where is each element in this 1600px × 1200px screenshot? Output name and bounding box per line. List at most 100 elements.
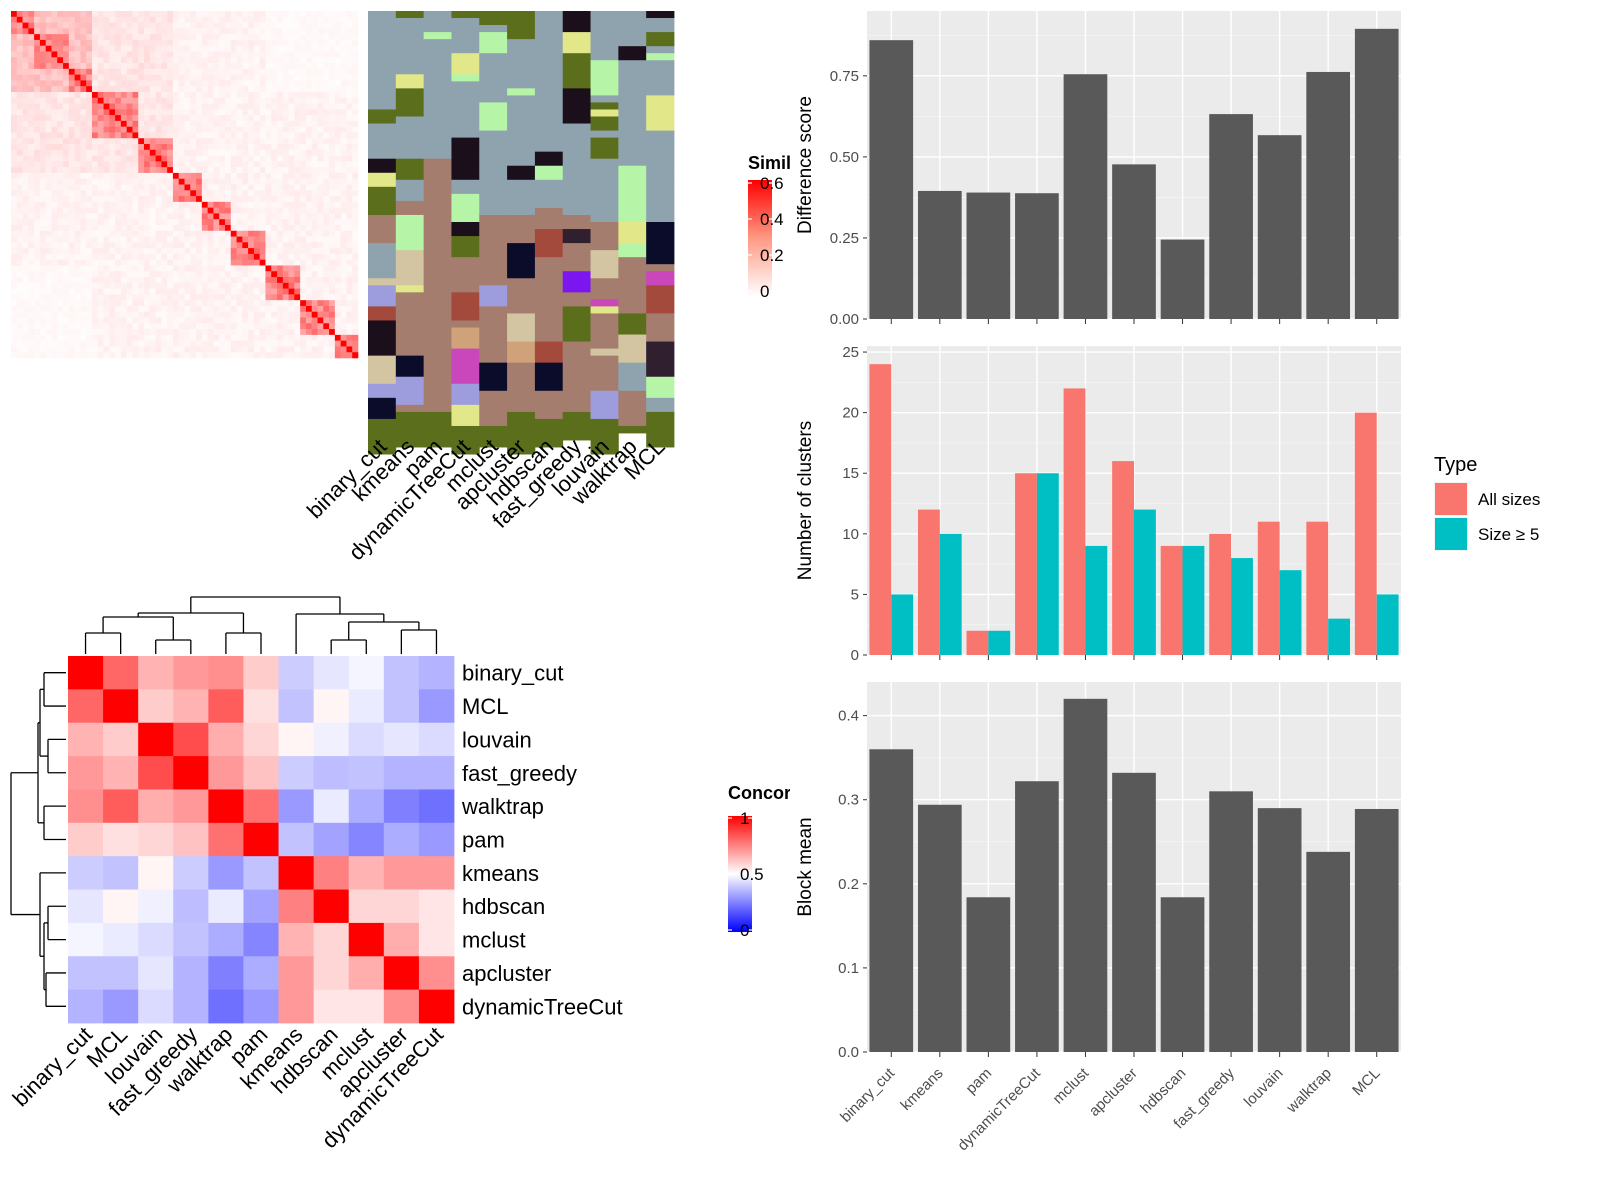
bar xyxy=(1354,808,1399,1052)
bar xyxy=(1063,74,1108,319)
concordance-row-label: louvain xyxy=(462,727,532,752)
concordance-cell xyxy=(418,789,455,824)
concordance-cell xyxy=(383,756,420,790)
y-tick-label: 25 xyxy=(842,344,859,361)
concordance-cell xyxy=(383,656,420,690)
concordance-cell xyxy=(138,789,174,824)
type-legend-swatch xyxy=(1435,518,1467,550)
bar-all-sizes xyxy=(966,630,989,655)
concordance-cell xyxy=(313,856,350,890)
y-tick-label: 0.1 xyxy=(838,960,859,977)
concordance-cell xyxy=(138,922,174,957)
concordance-row-label: MCL xyxy=(462,694,508,719)
concordance-cell xyxy=(418,856,455,890)
concordance-cell xyxy=(278,922,315,957)
concordance-legend-tick: 0 xyxy=(740,921,749,940)
bar-size-ge-5 xyxy=(988,630,1011,655)
bar xyxy=(1160,897,1205,1052)
bar xyxy=(1015,193,1059,319)
concordance-cell xyxy=(383,889,420,924)
concordance-row-label: hdbscan xyxy=(462,894,545,919)
concordance-cell xyxy=(138,722,174,757)
concordance-column-labels: binary_cutMCLlouvainfast_greedywalktrapp… xyxy=(8,1022,448,1153)
difference-score-chart: 0.00 0.25 0.50 0.75 Difference score xyxy=(795,11,1401,328)
concordance-cell xyxy=(103,956,139,991)
concordance-cell xyxy=(418,989,455,1024)
concordance-row-label: walktrap xyxy=(461,794,544,819)
bar-all-sizes xyxy=(1015,473,1037,655)
concordance-cell xyxy=(208,656,244,690)
concordance-cell xyxy=(138,956,174,991)
similarity-legend-tick: 0.6 xyxy=(760,174,784,193)
y-tick-label: 0.75 xyxy=(830,68,859,85)
concordance-cell xyxy=(103,989,139,1024)
concordance-cell xyxy=(348,689,385,724)
concordance-legend-tick: 0.5 xyxy=(740,865,764,884)
y-tick-label: 0.4 xyxy=(838,708,859,725)
bar-size-ge-5 xyxy=(1376,594,1399,655)
concordance-cell xyxy=(383,822,420,857)
x-tick-label: mclust xyxy=(1050,1064,1093,1107)
concordance-legend: Concordance 1 0.5 0 xyxy=(728,783,843,940)
concordance-cell xyxy=(103,922,139,957)
concordance-cell xyxy=(68,822,104,857)
bar-all-sizes xyxy=(1209,533,1232,655)
concordance-cell xyxy=(173,689,209,724)
x-tick-label: apcluster xyxy=(1086,1065,1141,1120)
y-tick-label: 15 xyxy=(842,465,859,482)
y-axis-label: Block mean xyxy=(795,817,816,916)
concordance-cell xyxy=(208,722,244,757)
bar-size-ge-5 xyxy=(891,594,914,655)
bar-size-ge-5 xyxy=(1231,558,1253,655)
concordance-cell xyxy=(208,756,244,790)
concordance-cell xyxy=(208,789,244,824)
concordance-cell xyxy=(348,922,385,957)
bar-all-sizes xyxy=(1306,521,1329,655)
y-axis-label: Difference score xyxy=(795,96,816,234)
concordance-cell xyxy=(243,789,279,824)
concordance-cell xyxy=(278,756,315,790)
concordance-cell xyxy=(313,989,350,1024)
concordance-cell xyxy=(138,822,174,857)
concordance-heatmap xyxy=(68,656,455,1024)
number-of-clusters-chart: 0 5 10 15 20 25 Number of clusters xyxy=(795,344,1401,664)
concordance-cell xyxy=(208,856,244,890)
concordance-legend-tick: 1 xyxy=(740,809,749,828)
bar xyxy=(1354,28,1399,320)
concordance-cell xyxy=(313,656,350,690)
y-tick-label: 0 xyxy=(851,647,859,664)
bar-all-sizes xyxy=(869,364,892,655)
concordance-cell xyxy=(243,722,279,757)
bar xyxy=(869,40,914,319)
concordance-cell xyxy=(418,689,455,724)
concordance-cell xyxy=(348,656,385,690)
concordance-cell xyxy=(278,722,315,757)
bar-size-ge-5 xyxy=(1085,545,1108,655)
y-tick-label: 0.25 xyxy=(830,230,859,247)
cluster-membership-heatmap xyxy=(368,11,675,455)
bar xyxy=(966,192,1011,319)
concordance-cell xyxy=(243,856,279,890)
concordance-cell xyxy=(208,956,244,991)
bar-size-ge-5 xyxy=(1279,570,1302,655)
y-axis-label: Number of clusters xyxy=(795,421,816,580)
y-tick-label: 0.50 xyxy=(830,149,859,166)
concordance-cell xyxy=(208,989,244,1024)
concordance-cell xyxy=(173,722,209,757)
block-mean-chart: 0.0 0.1 0.2 0.3 0.4 Block mean binary_cut kmean… xyxy=(795,682,1401,1154)
concordance-cell xyxy=(278,689,315,724)
bar-all-sizes xyxy=(1160,545,1183,655)
concordance-cell xyxy=(68,689,104,724)
concordance-cell xyxy=(278,889,315,924)
concordance-cell xyxy=(418,656,455,690)
concordance-cell xyxy=(208,922,244,957)
concordance-legend-title: Concordance xyxy=(728,783,843,803)
concordance-cell xyxy=(418,956,455,991)
concordance-cell xyxy=(138,989,174,1024)
similarity-legend-tick: 0.2 xyxy=(760,246,784,265)
concordance-cell xyxy=(68,956,104,991)
similarity-legend-tick: 0 xyxy=(760,282,769,301)
x-tick-label: kmeans xyxy=(897,1065,946,1114)
concordance-cell xyxy=(313,722,350,757)
